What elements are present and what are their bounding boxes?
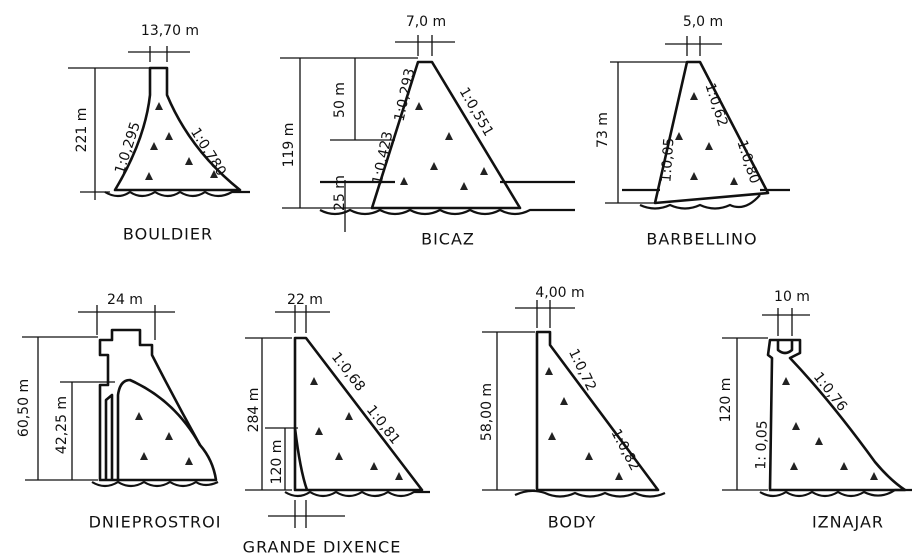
dimension-label: 7,0 m — [406, 14, 446, 30]
slope-label: 1:0,76 — [810, 369, 850, 414]
slope-label: 1:0,293 — [392, 67, 419, 123]
dimension-label: 73 m — [595, 112, 611, 148]
dam-name: BICAZ — [421, 230, 475, 249]
dimension-label: 22 m — [287, 292, 323, 308]
dam-name: BODY — [548, 513, 597, 532]
dimension-label: 120 m — [718, 378, 734, 423]
dam-name: IZNAJAR — [812, 513, 884, 532]
dimension-label: 10 m — [774, 289, 810, 305]
slope-label: 1:0,82 — [607, 426, 642, 473]
dimension-label: 42,25 m — [54, 396, 70, 454]
dam-name: DNIEPROSTROI — [89, 513, 222, 532]
dam-name: BARBELLINO — [646, 230, 757, 249]
dimension-label: 221 m — [74, 108, 90, 153]
dimension-label: 120 m — [269, 440, 285, 485]
dimension-label: 25 m — [332, 175, 348, 211]
dimension-label: 284 m — [246, 388, 262, 433]
slope-label: 1:0,780 — [187, 125, 229, 179]
dam-iznajar — [722, 308, 912, 498]
slope-label: 1:0,423 — [370, 130, 397, 186]
dimension-label: 4,00 m — [535, 285, 584, 301]
dam-bicaz — [280, 35, 575, 232]
dimension-label: 119 m — [281, 123, 297, 168]
dimension-label: 50 m — [332, 82, 348, 118]
dimension-label: 13,70 m — [141, 23, 199, 39]
slope-label: 1:0,295 — [112, 120, 144, 176]
dimension-label: 5,0 m — [683, 14, 723, 30]
slope-label: 1: 0,05 — [753, 420, 771, 470]
dam-dnieprostroi — [22, 305, 219, 488]
dam-bouldier — [68, 46, 250, 200]
slope-label: 1:0,80 — [733, 138, 762, 186]
dimension-label: 24 m — [107, 292, 143, 308]
dam-grande-dixence — [245, 305, 430, 528]
slope-label: 1:0,05 — [658, 137, 677, 183]
dam-barbellino — [605, 36, 790, 210]
dam-name: GRANDE DIXENCE — [243, 538, 402, 557]
slope-label: 1:0,62 — [701, 81, 730, 129]
dimension-label: 58,00 m — [479, 383, 495, 441]
dam-body — [482, 300, 666, 498]
slope-label: 1:0,68 — [328, 349, 368, 394]
dimension-label: 60,50 m — [16, 379, 32, 437]
dam-name: BOULDIER — [123, 225, 213, 244]
